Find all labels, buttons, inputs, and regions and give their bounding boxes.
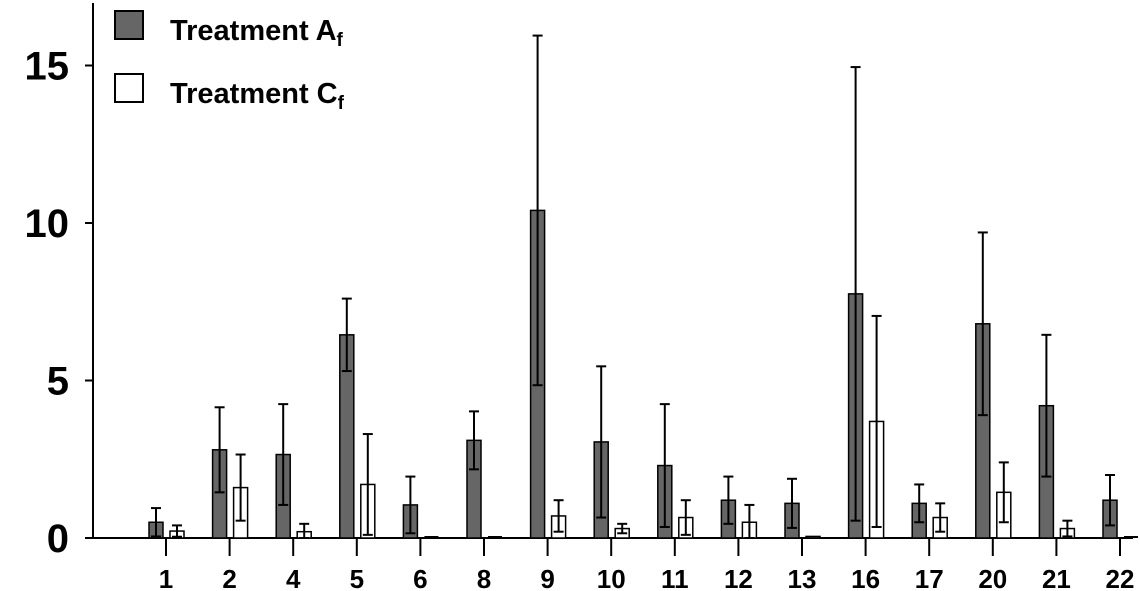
x-tick-label: 20: [978, 564, 1007, 591]
x-tick-label: 5: [350, 564, 364, 591]
x-tick-label: 12: [724, 564, 753, 591]
y-tick-label: 15: [25, 45, 70, 89]
bars: [148, 34, 1138, 539]
legend-label-treatment-c-name: Treatment C: [170, 78, 338, 110]
x-tick-label: 21: [1042, 564, 1071, 591]
legend: Treatment Af Treatment Cf: [114, 10, 345, 114]
legend-swatch-treatment-a: [114, 10, 144, 40]
x-tick-label: 1: [159, 564, 173, 591]
y-tick-label: 0: [47, 517, 69, 561]
y-tick-label: 5: [47, 360, 69, 404]
legend-label-treatment-a-subscript: f: [337, 30, 344, 51]
x-tick-label: 22: [1106, 564, 1135, 591]
legend-label-treatment-c: Treatment Cf: [170, 78, 345, 114]
x-tick-label: 4: [286, 564, 301, 591]
x-tick-label: 17: [915, 564, 944, 591]
legend-label-treatment-a: Treatment Af: [170, 15, 344, 51]
legend-swatch-treatment-c: [114, 73, 144, 103]
y-tick-label: 10: [25, 202, 70, 246]
x-tick-label: 13: [788, 564, 817, 591]
x-tick-label: 8: [477, 564, 491, 591]
x-tick-label: 10: [597, 564, 626, 591]
x-tick-label: 9: [540, 564, 554, 591]
x-tick-label: 6: [413, 564, 427, 591]
bar-treatment-c: [805, 535, 821, 539]
legend-label-treatment-c-subscript: f: [338, 93, 345, 114]
x-tick-label: 16: [851, 564, 880, 591]
x-tick-label: 11: [661, 564, 689, 591]
legend-label-treatment-a-name: Treatment A: [170, 15, 337, 47]
x-tick-label: 2: [222, 564, 236, 591]
